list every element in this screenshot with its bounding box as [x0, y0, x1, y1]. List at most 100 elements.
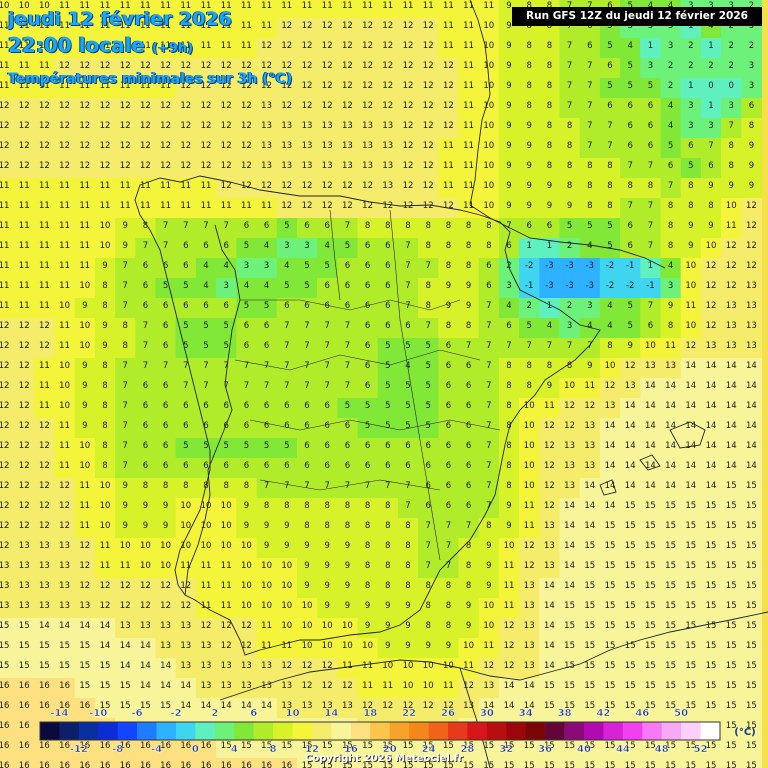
temperature-value: 11 — [79, 181, 90, 191]
field-cell — [620, 758, 641, 768]
field-cell — [337, 658, 358, 679]
field-cell — [317, 38, 338, 59]
field-cell — [741, 678, 762, 699]
field-cell — [640, 238, 661, 259]
temperature-value: 9 — [486, 581, 491, 591]
field-cell — [599, 738, 621, 759]
temperature-value: 5 — [203, 321, 208, 331]
field-cell — [236, 58, 257, 79]
temperature-value: 16 — [160, 761, 171, 768]
field-cell — [357, 178, 379, 199]
temperature-value: 8 — [567, 181, 572, 191]
field-cell — [317, 158, 338, 179]
field-cell — [74, 218, 96, 239]
field-cell — [296, 298, 318, 319]
field-cell — [317, 18, 338, 39]
temperature-value: 12 — [302, 101, 313, 111]
temperature-value: 4 — [547, 321, 552, 331]
temperature-value: 15 — [746, 601, 757, 611]
temperature-value: 14 — [665, 421, 676, 431]
field-cell — [478, 498, 500, 519]
temperature-value: 6 — [244, 461, 249, 471]
temperature-value: 15 — [605, 561, 616, 571]
temperature-value: 11 — [59, 41, 70, 51]
temperature-value: 11 — [79, 501, 90, 511]
field-cell — [579, 158, 601, 179]
field-cell — [357, 138, 379, 159]
field-cell — [397, 138, 419, 159]
field-cell — [458, 638, 480, 659]
temperature-value: 11 — [0, 221, 9, 231]
temperature-value: 15 — [665, 601, 676, 611]
field-cell — [236, 538, 257, 559]
temperature-value: -2 — [525, 261, 533, 271]
field-cell — [317, 138, 338, 159]
field-cell — [155, 578, 177, 599]
temperature-value: 6 — [627, 241, 632, 251]
iberia-coastline — [134, 175, 601, 656]
field-cell — [337, 238, 358, 259]
temperature-value: 7 — [324, 321, 329, 331]
temperature-value: 8 — [526, 81, 531, 91]
field-cell — [256, 498, 278, 519]
temperature-value: 11 — [39, 21, 50, 31]
field-cell — [559, 458, 581, 479]
field-cell — [337, 198, 358, 219]
temperature-value: 11 — [160, 201, 171, 211]
temperature-value: 8 — [143, 481, 148, 491]
field-cell — [640, 538, 661, 559]
temperature-value: 12 — [403, 161, 414, 171]
field-cell — [317, 58, 338, 79]
temperature-value: 9 — [82, 401, 87, 411]
field-cell — [296, 18, 318, 39]
temperature-value: 15 — [645, 661, 656, 671]
temperature-value: 10 — [201, 541, 212, 551]
temperature-value: 11 — [322, 1, 333, 11]
temperature-value: 15 — [726, 621, 737, 631]
temperature-value: 12 — [342, 21, 353, 31]
field-cell — [640, 58, 661, 79]
temperature-value: 8 — [668, 221, 673, 231]
temperature-value: 12 — [564, 401, 575, 411]
field-cell — [377, 198, 399, 219]
temperature-value: 12 — [59, 161, 70, 171]
legend-swatch — [389, 722, 410, 740]
temperature-value: 15 — [605, 621, 616, 631]
field-cell — [357, 298, 379, 319]
field-cell — [519, 618, 540, 639]
field-cell — [640, 738, 661, 759]
field-cell — [599, 178, 621, 199]
field-cell — [418, 298, 439, 319]
field-cell — [640, 78, 661, 99]
temperature-value: 14 — [625, 421, 636, 431]
field-cell — [680, 418, 702, 439]
temperature-value: 12 — [180, 81, 191, 91]
temperature-value: 10 — [564, 381, 575, 391]
field-cell — [620, 378, 641, 399]
temperature-value: 11 — [19, 201, 30, 211]
temperature-value: 13 — [625, 381, 636, 391]
temperature-value: 15 — [100, 661, 111, 671]
temperature-value: 12 — [19, 381, 30, 391]
field-cell — [317, 438, 338, 459]
temperature-value: 12 — [362, 61, 373, 71]
field-cell — [478, 478, 500, 499]
field-cell — [34, 158, 55, 179]
temperature-value: 10 — [261, 601, 272, 611]
field-cell — [135, 418, 156, 439]
temperature-value: 7 — [122, 381, 127, 391]
temperature-value: 14 — [180, 681, 191, 691]
temperature-value: 13 — [342, 701, 353, 711]
field-cell — [135, 598, 156, 619]
field-cell — [317, 0, 338, 19]
field-cell — [438, 498, 459, 519]
temperature-value: 14 — [140, 641, 151, 651]
field-cell — [700, 638, 722, 659]
field-cell — [236, 158, 257, 179]
temperature-value: 8 — [506, 441, 511, 451]
temperature-value: 15 — [605, 641, 616, 651]
temperature-value: 16 — [261, 761, 272, 768]
temperature-value: 9 — [446, 641, 451, 651]
field-cell — [721, 518, 742, 539]
field-cell — [357, 158, 379, 179]
